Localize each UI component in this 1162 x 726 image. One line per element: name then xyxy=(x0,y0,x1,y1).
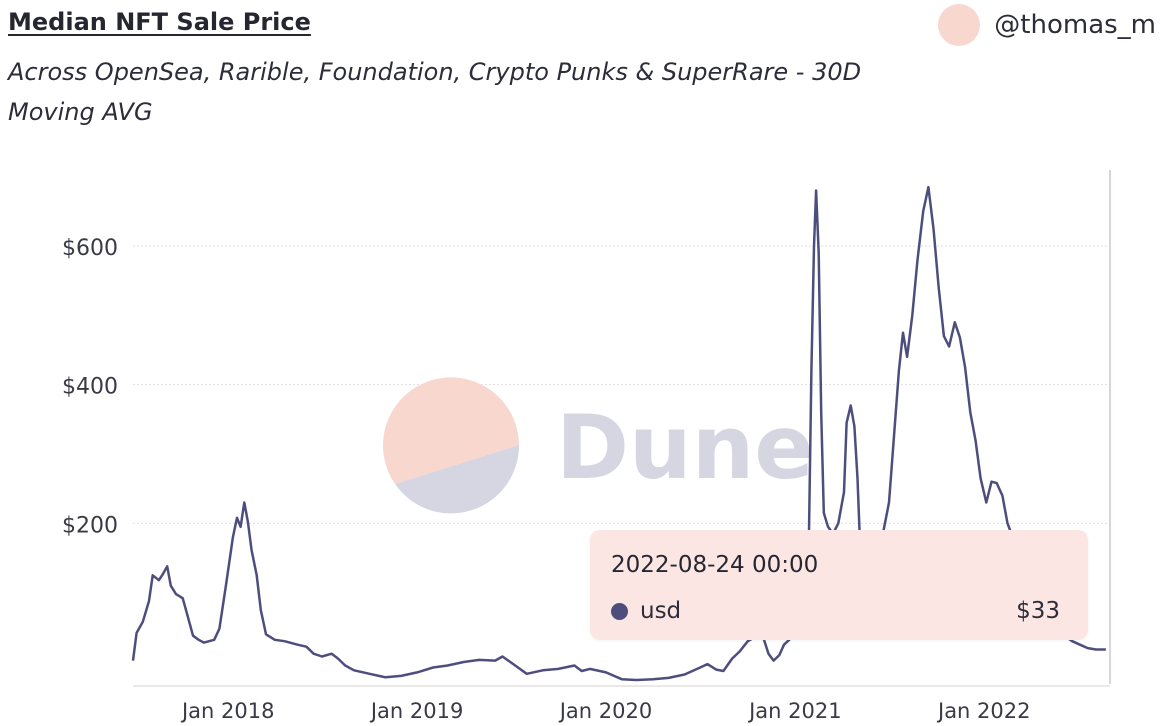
gridlines xyxy=(133,245,1110,524)
series-layer[interactable] xyxy=(131,185,1106,682)
author-badge[interactable]: @thomas_m xyxy=(938,4,1156,46)
x-tick-label: Jan 2022 xyxy=(936,699,1031,723)
x-tick-label: Jan 2019 xyxy=(369,699,464,723)
watermark: Dune xyxy=(383,377,814,514)
dune-logo-lower-icon xyxy=(395,445,520,514)
x-tick-label: Jan 2018 xyxy=(180,699,275,723)
x-axis: Jan 2018 Jan 2019 Jan 2020 Jan 2021 Jan 2022 xyxy=(180,699,1031,723)
y-axis: $200 $400 $600 xyxy=(62,236,118,538)
dune-logo-icon xyxy=(383,377,519,484)
chart-subtitle: Across OpenSea, Rarible, Foundation, Cry… xyxy=(8,58,862,126)
watermark-text: Dune xyxy=(556,396,814,499)
hover-tooltip: 2022-08-24 00:00 usd $33 xyxy=(590,530,1088,640)
tooltip-value: $33 xyxy=(1016,598,1060,624)
author-name[interactable]: @thomas_m xyxy=(994,10,1156,40)
y-tick-label: $400 xyxy=(62,375,118,400)
tooltip-series-name: usd xyxy=(640,598,682,624)
x-tick-label: Jan 2020 xyxy=(558,699,653,723)
y-tick-label: $600 xyxy=(62,236,118,261)
y-tick-label: $200 xyxy=(62,513,118,538)
avatar[interactable] xyxy=(938,4,981,46)
tooltip-date: 2022-08-24 00:00 xyxy=(611,552,819,578)
x-tick-label: Jan 2021 xyxy=(747,699,842,723)
tooltip-row: usd $33 xyxy=(611,598,1060,624)
series-line-usd[interactable] xyxy=(131,185,1106,682)
series-dot-icon xyxy=(611,602,628,620)
chart-title: Median NFT Sale Price xyxy=(8,8,311,36)
